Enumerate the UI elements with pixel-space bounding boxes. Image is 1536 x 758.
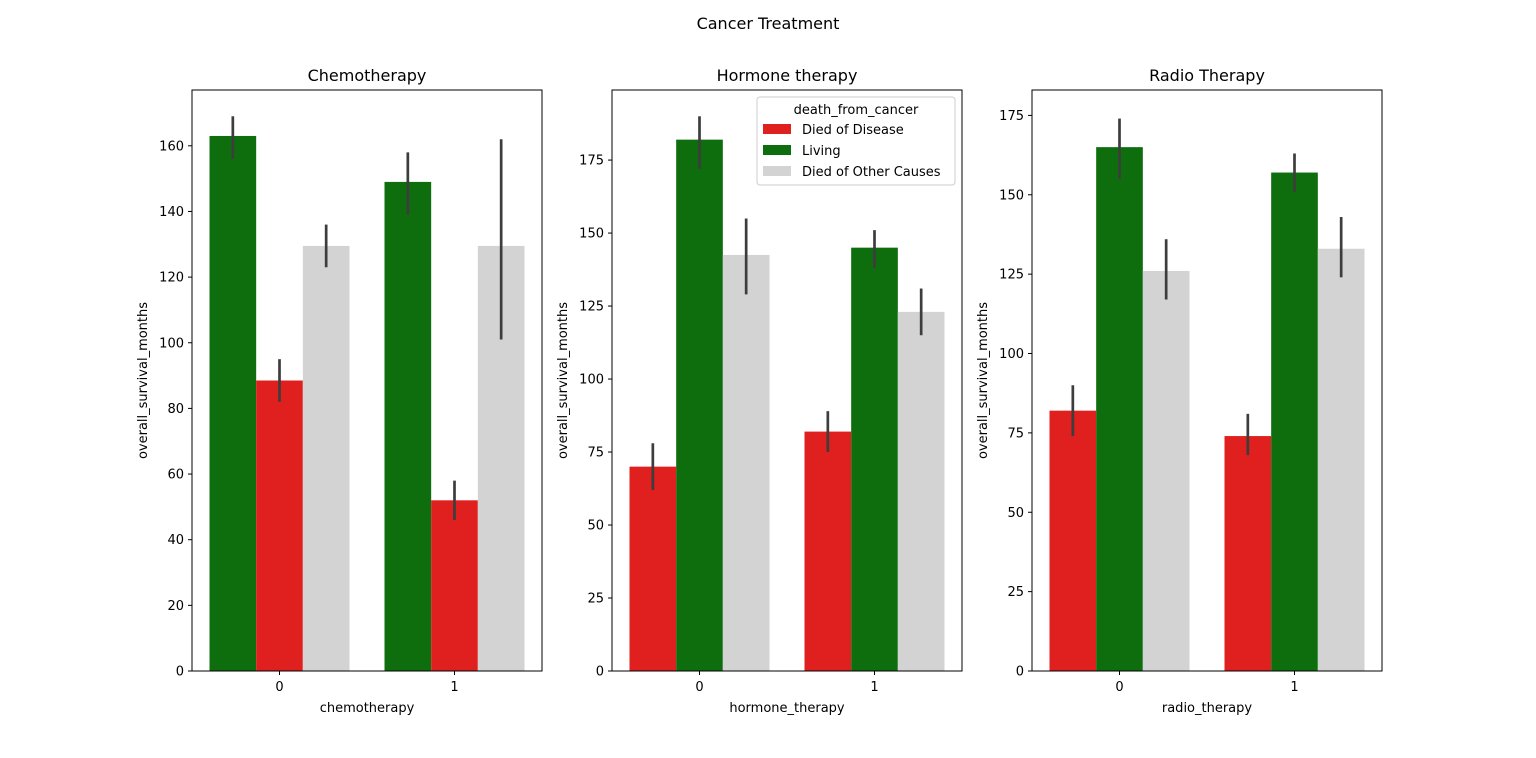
subplot-2: 0 25 50 75 100 125 150 175 0 1 Hormone therapy horm… — [556, 66, 963, 716]
y-tick-label: 100 — [999, 347, 1024, 362]
axes-frame — [1031, 89, 1383, 672]
y-axis-label: overall_survival_months — [556, 302, 571, 459]
y-tick-label: 75 — [587, 446, 604, 461]
y-tick-label: 100 — [579, 373, 604, 388]
bar-living-1 — [1271, 172, 1318, 671]
y-tick-label: 75 — [1007, 426, 1024, 441]
legend-swatch — [763, 124, 791, 134]
subplot-title: Hormone therapy — [717, 66, 858, 85]
x-axis-label: chemotherapy — [320, 701, 415, 716]
bar-died-of-disease-0 — [256, 380, 303, 671]
x-tick-label: 0 — [695, 680, 703, 695]
legend-label: Died of Disease — [802, 123, 904, 138]
y-tick-label: 50 — [1007, 506, 1024, 521]
y-tick-label: 0 — [1016, 665, 1024, 680]
legend-swatch — [763, 166, 791, 176]
y-tick-label: 0 — [176, 665, 184, 680]
y-tick-label: 150 — [999, 188, 1024, 203]
y-tick-label: 150 — [579, 227, 604, 242]
y-tick-label: 160 — [159, 139, 184, 154]
x-tick-label: 1 — [870, 680, 878, 695]
y-tick-label: 125 — [999, 268, 1024, 283]
y-axis-label: overall_survival_months — [136, 302, 151, 459]
subplot-1: 0 20 40 60 80 100 120 140 160 0 1 Chemotherapy chemo… — [136, 66, 543, 716]
bar-living-0 — [676, 139, 723, 671]
y-tick-label: 140 — [159, 205, 184, 220]
figure-title: Cancer Treatment — [697, 14, 840, 33]
y-tick-label: 80 — [167, 402, 184, 417]
legend-label: Living — [802, 144, 841, 159]
axes-frame — [191, 89, 543, 672]
bar-died-of-disease-0 — [629, 466, 677, 671]
y-axis-label: overall_survival_months — [976, 302, 991, 459]
bar-died-of-other-causes-1 — [1317, 248, 1365, 671]
x-axis-label: hormone_therapy — [729, 701, 845, 716]
legend: death_from_cancer Died of Disease Living Di… — [756, 96, 956, 186]
bar-living-0 — [1096, 147, 1143, 672]
x-tick-label: 0 — [1115, 680, 1123, 695]
axes-frame — [611, 89, 963, 672]
y-tick-label: 25 — [587, 592, 604, 607]
legend-title: death_from_cancer — [794, 103, 919, 118]
legend-swatch — [763, 145, 791, 155]
y-tick-label: 100 — [159, 336, 184, 351]
bar-died-of-other-causes-1 — [897, 311, 945, 671]
legend-box — [756, 96, 956, 186]
bar-living-0 — [209, 135, 257, 671]
x-tick-label: 1 — [450, 680, 458, 695]
y-tick-label: 175 — [999, 109, 1024, 124]
subplot-title: Radio Therapy — [1149, 66, 1265, 85]
bar-died-of-disease-1 — [804, 431, 852, 671]
x-tick-label: 1 — [1290, 680, 1298, 695]
y-tick-label: 125 — [579, 300, 604, 315]
subplot-3: 0 25 50 75 100 125 150 175 0 1 Radio Therapy radio_… — [976, 66, 1383, 716]
legend-label: Died of Other Causes — [802, 165, 941, 180]
y-tick-label: 25 — [1007, 585, 1024, 600]
bar-died-of-disease-1 — [431, 500, 478, 671]
y-tick-label: 60 — [167, 468, 184, 483]
bar-died-of-disease-1 — [1224, 436, 1272, 671]
x-tick-label: 0 — [275, 680, 283, 695]
bar-died-of-disease-0 — [1049, 410, 1097, 671]
bar-died-of-other-causes-0 — [302, 245, 350, 671]
y-tick-label: 175 — [579, 154, 604, 169]
y-tick-label: 40 — [167, 533, 184, 548]
subplot-title: Chemotherapy — [308, 66, 427, 85]
y-tick-label: 20 — [167, 599, 184, 614]
y-tick-label: 120 — [159, 271, 184, 286]
bar-living-1 — [384, 181, 432, 671]
bar-died-of-other-causes-0 — [722, 254, 770, 672]
bar-living-1 — [851, 247, 898, 671]
y-tick-label: 0 — [596, 665, 604, 680]
bar-died-of-other-causes-0 — [1142, 270, 1190, 671]
y-tick-label: 50 — [587, 519, 604, 534]
x-axis-label: radio_therapy — [1162, 701, 1253, 716]
